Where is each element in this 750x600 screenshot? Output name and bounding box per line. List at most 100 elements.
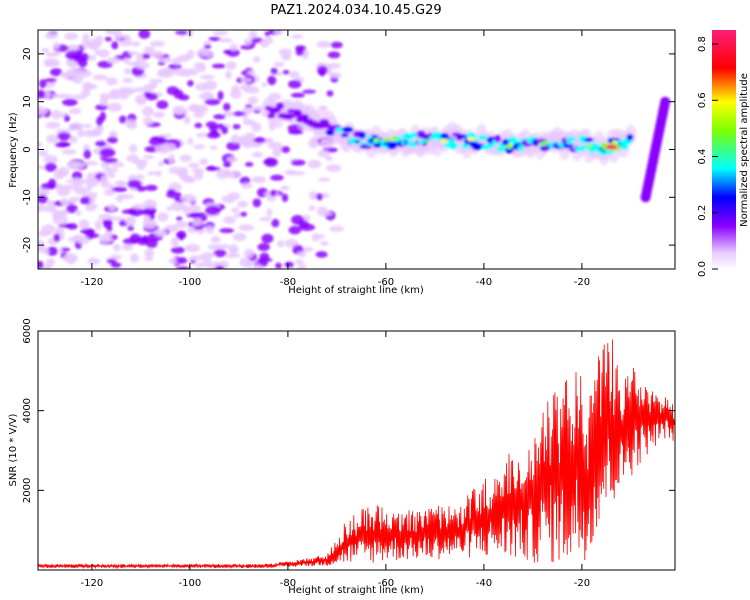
noise-blob bbox=[294, 259, 304, 265]
y-tick-label: 0 bbox=[22, 146, 33, 152]
noise-blob bbox=[127, 225, 135, 231]
noise-blob bbox=[203, 44, 212, 50]
noise-blob bbox=[291, 159, 306, 166]
noise-blob bbox=[203, 80, 218, 91]
noise-blob bbox=[212, 30, 229, 36]
noise-blob bbox=[280, 146, 291, 154]
ridge-core bbox=[340, 133, 349, 138]
noise-blob bbox=[140, 208, 155, 216]
noise-blob bbox=[206, 131, 221, 139]
noise-blob bbox=[308, 205, 316, 211]
noise-blob bbox=[106, 172, 116, 179]
noise-blob bbox=[107, 57, 121, 64]
ridge-peak bbox=[605, 144, 618, 150]
noise-blob bbox=[195, 262, 206, 268]
noise-blob bbox=[176, 216, 183, 221]
noise-blob bbox=[46, 134, 59, 144]
noise-blob bbox=[135, 174, 145, 180]
noise-blob bbox=[318, 177, 331, 182]
noise-blob bbox=[83, 149, 92, 160]
noise-blob bbox=[172, 57, 181, 66]
noise-blob bbox=[125, 119, 137, 128]
noise-blob bbox=[166, 191, 182, 199]
colorbar-label: Normalized spectral amplitude bbox=[739, 73, 750, 227]
noise-blob bbox=[132, 41, 141, 47]
noise-blob bbox=[261, 82, 268, 87]
noise-blob bbox=[168, 63, 182, 70]
ridge-hotspot bbox=[590, 146, 595, 152]
noise-blob bbox=[119, 115, 127, 124]
noise-blob bbox=[83, 129, 97, 138]
noise-blob bbox=[187, 80, 194, 87]
noise-blob bbox=[38, 142, 43, 147]
ridge-core bbox=[565, 136, 577, 142]
noise-blob bbox=[281, 193, 289, 203]
noise-blob bbox=[47, 199, 55, 206]
noise-blob bbox=[219, 228, 235, 234]
noise-blob bbox=[105, 77, 118, 86]
noise-blob bbox=[142, 53, 151, 60]
noise-blob bbox=[223, 102, 231, 112]
ridge-hotspot bbox=[367, 138, 374, 144]
noise-blob bbox=[82, 160, 99, 166]
noise-blob bbox=[288, 225, 302, 235]
noise-blob bbox=[215, 169, 230, 180]
noise-blob bbox=[95, 140, 107, 147]
noise-blob bbox=[104, 167, 118, 173]
noise-blob bbox=[264, 31, 271, 37]
ridge-hotspot bbox=[505, 144, 513, 149]
noise-blob bbox=[154, 228, 168, 237]
noise-blob bbox=[53, 233, 61, 242]
noise-blob bbox=[69, 45, 81, 51]
noise-blob bbox=[38, 149, 49, 157]
noise-blob bbox=[123, 67, 131, 75]
noise-blob bbox=[38, 260, 44, 269]
ridge-core bbox=[517, 144, 525, 152]
noise-blob bbox=[226, 61, 237, 70]
ridge-core bbox=[342, 126, 354, 133]
noise-blob bbox=[218, 38, 233, 43]
noise-blob bbox=[230, 134, 240, 144]
noise-blob bbox=[226, 141, 241, 151]
noise-blob bbox=[217, 90, 224, 101]
noise-blob bbox=[236, 200, 249, 208]
noise-blob bbox=[230, 207, 240, 213]
noise-blob bbox=[145, 184, 158, 192]
noise-blob bbox=[202, 256, 212, 267]
noise-blob bbox=[77, 128, 85, 138]
noise-blob bbox=[244, 162, 254, 167]
noise-blob bbox=[53, 170, 65, 180]
noise-blob bbox=[43, 248, 50, 255]
noise-blob bbox=[122, 243, 134, 251]
noise-blob bbox=[69, 135, 78, 144]
noise-blob bbox=[243, 85, 260, 94]
ridge-core bbox=[448, 141, 459, 150]
noise-blob bbox=[39, 79, 47, 89]
noise-blob bbox=[198, 93, 212, 99]
spectrogram-panel: -120 -100 -80 -60 -40 -20 20 10 0 -10 -20 Height … bbox=[8, 29, 676, 296]
noise-blob bbox=[132, 159, 149, 165]
noise-blob bbox=[115, 181, 129, 187]
noise-blob bbox=[122, 238, 138, 245]
noise-blob bbox=[148, 78, 164, 84]
noise-blob bbox=[38, 89, 45, 99]
noise-blob bbox=[59, 142, 71, 147]
noise-blob bbox=[239, 176, 251, 185]
noise-blob bbox=[270, 174, 284, 181]
noise-blob bbox=[85, 42, 94, 47]
noise-blob bbox=[209, 125, 219, 133]
noise-blob bbox=[203, 50, 214, 58]
noise-blob bbox=[124, 216, 136, 226]
y-tick-label: 4000 bbox=[22, 398, 33, 423]
noise-blob bbox=[179, 154, 192, 163]
noise-blob bbox=[144, 146, 160, 153]
noise-blob bbox=[128, 175, 135, 180]
noise-blob bbox=[208, 36, 222, 42]
noise-blob bbox=[209, 145, 218, 150]
noise-blob bbox=[239, 211, 248, 217]
spectrogram-y-ticks: 20 10 0 -10 -20 bbox=[22, 48, 675, 253]
noise-blob bbox=[89, 196, 97, 204]
noise-blob bbox=[51, 109, 62, 120]
noise-blob bbox=[147, 171, 158, 176]
noise-blob bbox=[243, 248, 255, 259]
